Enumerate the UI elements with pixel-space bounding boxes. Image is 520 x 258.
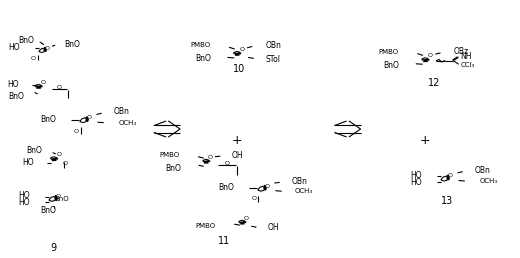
Text: BnO: BnO (218, 183, 234, 192)
Text: O: O (225, 161, 230, 166)
Text: O: O (73, 129, 79, 134)
Text: BnO: BnO (195, 54, 211, 63)
Text: O: O (428, 53, 433, 58)
Text: OCH₃: OCH₃ (295, 188, 313, 194)
Text: OBn: OBn (265, 41, 281, 50)
Text: BnO: BnO (165, 164, 181, 173)
Text: PMBO: PMBO (159, 152, 179, 158)
Text: OBn: OBn (114, 108, 130, 117)
Text: BnO: BnO (64, 40, 80, 49)
Text: O: O (56, 152, 61, 157)
Text: BnO: BnO (54, 196, 69, 202)
Text: OH: OH (231, 151, 243, 160)
Text: BnO: BnO (41, 206, 57, 215)
Text: 9: 9 (50, 243, 57, 253)
Text: O: O (239, 47, 244, 52)
Text: BnO: BnO (41, 115, 56, 124)
Text: O: O (86, 115, 91, 120)
Text: BnO: BnO (8, 92, 24, 101)
Text: PMBO: PMBO (191, 42, 211, 48)
Text: 10: 10 (233, 64, 245, 74)
Text: HO: HO (18, 198, 30, 207)
Text: +: + (231, 134, 242, 147)
Text: STol: STol (265, 55, 280, 64)
Text: NH: NH (460, 52, 472, 61)
Text: OBn: OBn (292, 176, 308, 186)
Text: OCH₃: OCH₃ (479, 178, 497, 184)
Text: O: O (264, 184, 269, 189)
Text: 13: 13 (440, 196, 453, 206)
Text: HO: HO (8, 43, 20, 52)
Text: PMBO: PMBO (195, 223, 215, 229)
Text: OCH₃: OCH₃ (118, 120, 136, 126)
Text: OBn: OBn (475, 166, 491, 175)
Text: CCl₃: CCl₃ (460, 62, 474, 68)
Text: O: O (447, 173, 452, 179)
Text: PMBO: PMBO (378, 49, 398, 55)
Text: HO: HO (22, 158, 34, 167)
Text: OH: OH (268, 223, 279, 232)
Text: BnO: BnO (383, 61, 399, 70)
Text: O: O (31, 56, 35, 61)
Text: HO: HO (7, 80, 19, 89)
Text: 12: 12 (428, 78, 440, 88)
Text: O: O (62, 161, 68, 166)
Text: HO: HO (410, 171, 421, 180)
Text: O: O (208, 155, 213, 160)
Text: HO: HO (18, 191, 30, 200)
Text: O: O (244, 216, 249, 221)
Text: OBz: OBz (453, 47, 469, 56)
Text: O: O (41, 80, 46, 85)
Text: O: O (56, 85, 61, 90)
Text: BnO: BnO (18, 36, 34, 45)
Text: O: O (55, 194, 60, 199)
Text: +: + (420, 134, 431, 147)
Text: 11: 11 (218, 236, 230, 246)
Text: O: O (45, 46, 49, 51)
Text: O: O (251, 196, 256, 201)
Text: HO: HO (410, 178, 421, 187)
Text: BnO: BnO (27, 146, 42, 155)
